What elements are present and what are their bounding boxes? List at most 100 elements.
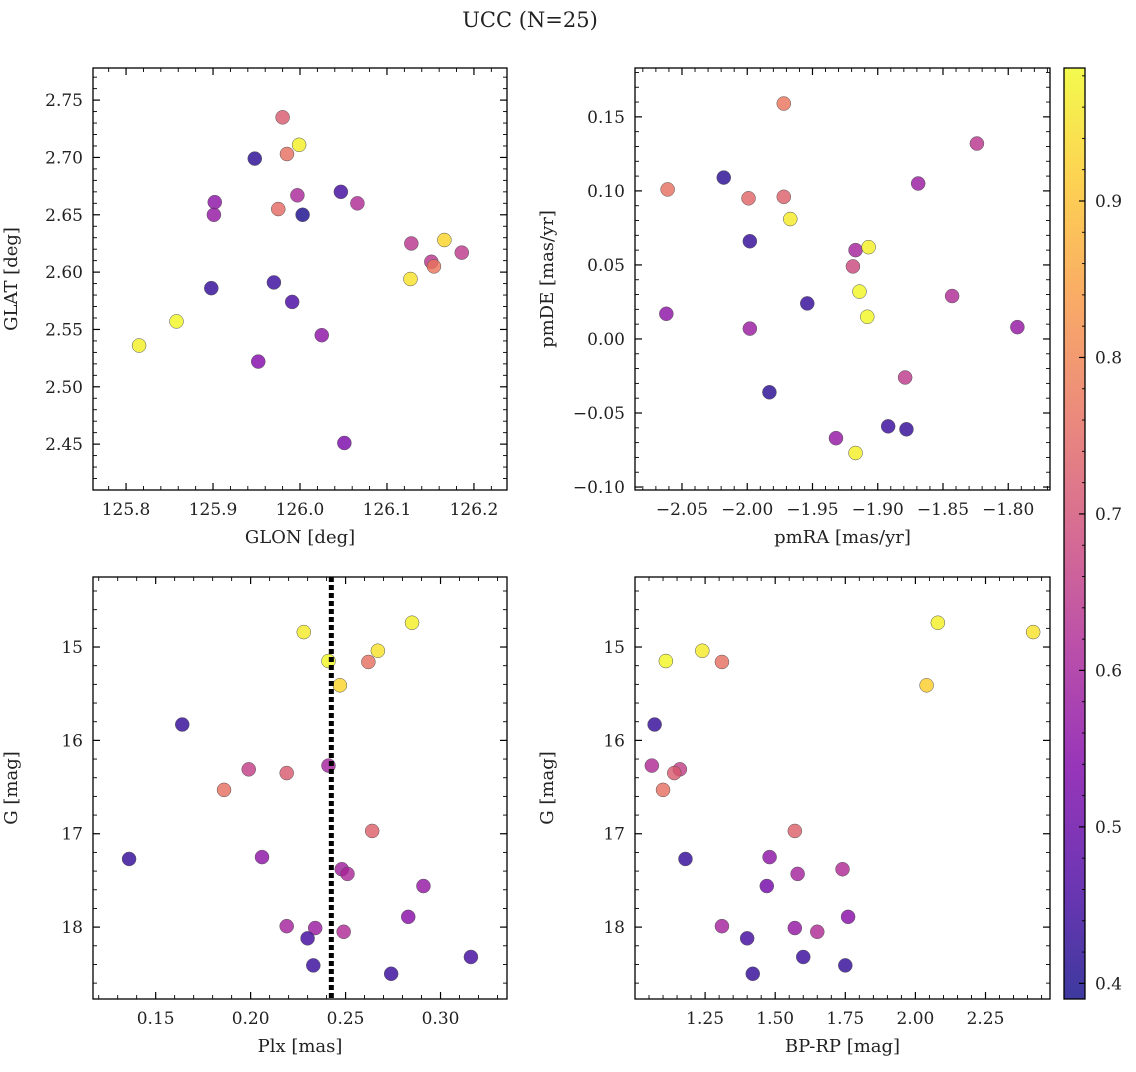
data-point xyxy=(332,678,348,693)
data-point xyxy=(204,280,219,296)
y-tick-label: 2.75 xyxy=(45,91,83,111)
x-tick-label: 0.25 xyxy=(327,1009,365,1029)
x-tick-label: 2.25 xyxy=(967,1009,1005,1029)
data-point xyxy=(910,176,926,191)
y-axis-label: G [mag] xyxy=(537,751,558,824)
axes-frame xyxy=(634,67,1051,491)
colorbar-gradient xyxy=(1064,68,1085,999)
y-tick-label: 0.15 xyxy=(587,108,625,128)
x-tick-label: 0.20 xyxy=(232,1009,270,1029)
data-point xyxy=(279,918,294,934)
y-tick-label: −0.05 xyxy=(573,404,625,424)
data-point xyxy=(241,762,256,777)
data-point xyxy=(206,207,222,223)
data-point xyxy=(742,233,758,249)
data-point xyxy=(861,239,876,255)
data-point xyxy=(644,758,660,773)
data-point xyxy=(660,182,675,197)
data-point xyxy=(247,151,263,166)
data-point xyxy=(306,958,321,973)
data-point xyxy=(121,851,137,867)
data-point xyxy=(314,327,329,343)
x-tick-label: 1.75 xyxy=(826,1009,864,1029)
x-tick-label: −2.00 xyxy=(721,500,773,520)
y-tick-label: 17 xyxy=(61,825,83,845)
data-point xyxy=(838,958,853,973)
data-point xyxy=(333,184,349,200)
colorbar-tick-label: 0.8 xyxy=(1095,348,1122,368)
data-point xyxy=(828,430,844,446)
axes-frame xyxy=(92,67,508,491)
data-point xyxy=(404,615,420,630)
y-tick-label: 15 xyxy=(603,638,625,658)
y-tick-label: 18 xyxy=(603,918,625,938)
x-axis-label: Plx [mas] xyxy=(258,1036,343,1057)
data-point xyxy=(899,422,914,437)
x-tick-label: 126.1 xyxy=(363,500,412,520)
x-axis-label: BP-RP [mag] xyxy=(785,1036,900,1057)
data-point xyxy=(403,271,418,287)
data-point xyxy=(944,288,960,304)
colorbar-ticks: 0.4 0.5 0.6 0.7 0.8 0.9 xyxy=(1079,75,1122,994)
data-point xyxy=(897,370,913,385)
data-point xyxy=(848,445,863,461)
x-tick-label: 126.2 xyxy=(450,500,499,520)
data-point xyxy=(416,878,431,894)
x-tick-label: −1.85 xyxy=(917,500,969,520)
data-point xyxy=(787,920,803,936)
data-point xyxy=(742,321,758,336)
data-point xyxy=(251,354,266,369)
axes-frame xyxy=(634,576,1051,1000)
panels: 125.8 125.9 126.0 126.1 126.2 2.45 2.50 2.55 2.6… xyxy=(1,67,1051,1057)
y-tick-label: 16 xyxy=(61,731,83,751)
data-point xyxy=(655,782,671,798)
data-point xyxy=(340,866,355,882)
y-tick-label: 2.45 xyxy=(45,435,83,455)
x-tick-label: 125.9 xyxy=(189,500,238,520)
data-point xyxy=(678,851,693,867)
data-point xyxy=(463,949,479,965)
data-point xyxy=(776,189,792,205)
data-point xyxy=(759,878,775,894)
data-point xyxy=(383,966,399,982)
data-point xyxy=(762,385,777,400)
x-tick-label: −1.80 xyxy=(982,500,1034,520)
data-point xyxy=(969,136,985,151)
data-point xyxy=(776,96,792,111)
data-point xyxy=(1025,624,1041,640)
x-axis-label: pmRA [mas/yr] xyxy=(774,527,911,548)
x-tick-label: 126.0 xyxy=(276,500,325,520)
y-tick-label: 18 xyxy=(61,918,83,938)
data-point xyxy=(216,782,232,798)
x-tick-label: 1.25 xyxy=(686,1009,724,1029)
data-point xyxy=(647,717,662,732)
x-tick-label: −2.05 xyxy=(656,500,708,520)
data-point xyxy=(739,931,755,946)
data-point xyxy=(714,654,730,670)
data-point xyxy=(370,643,386,659)
data-point xyxy=(783,211,798,227)
data-point xyxy=(266,275,282,290)
colorbar-tick-label: 0.6 xyxy=(1095,661,1122,681)
data-point xyxy=(762,849,777,865)
x-tick-label: 2.00 xyxy=(896,1009,934,1029)
data-point xyxy=(454,245,470,260)
colorbar-tick-label: 0.5 xyxy=(1095,818,1122,838)
data-point xyxy=(426,259,442,274)
points-glon-glat xyxy=(131,110,470,451)
data-point xyxy=(880,419,896,434)
data-point xyxy=(350,196,365,211)
data-point xyxy=(290,188,305,203)
data-point xyxy=(1010,319,1025,335)
y-tick-label: 2.65 xyxy=(45,206,83,226)
axes-frame xyxy=(92,576,508,1000)
data-point xyxy=(404,236,419,251)
data-point xyxy=(437,232,452,248)
y-axis-label: G [mag] xyxy=(1,751,22,824)
data-point xyxy=(291,137,307,153)
points-bprp-g xyxy=(644,615,1041,982)
data-point xyxy=(295,207,310,223)
figure-title: UCC (N=25) xyxy=(462,8,598,32)
